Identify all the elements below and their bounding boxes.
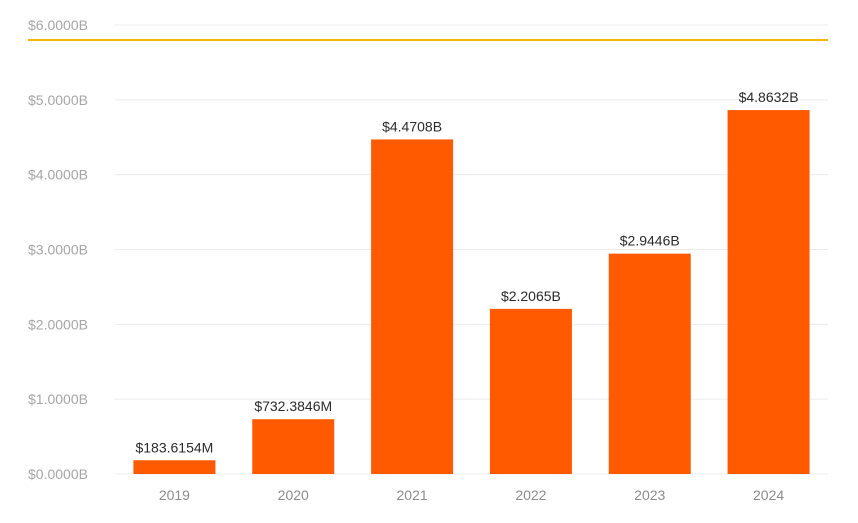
x-tick-label-2021: 2021: [397, 487, 428, 503]
bar-2024: [727, 110, 810, 475]
y-tick-label-2: $2.0000B: [28, 316, 88, 332]
bar-2022: [489, 308, 572, 474]
data-label-2020: $732.3846M: [254, 398, 332, 414]
y-axis-ticks: $0.0000B $1.0000B $2.0000B $3.0000B $4.0000B…: [28, 17, 88, 482]
y-tick-label-4: $4.0000B: [28, 167, 88, 183]
grid-lines: [115, 24, 828, 475]
y-tick-label-6: $6.0000B: [28, 17, 88, 33]
x-axis-ticks: 2019 2020 2021 2022 2023 2024: [159, 487, 785, 503]
x-tick-label-2024: 2024: [753, 487, 784, 503]
bars: [133, 110, 810, 475]
y-tick-label-3: $3.0000B: [28, 242, 88, 258]
x-tick-label-2022: 2022: [515, 487, 546, 503]
bar-2020: [252, 419, 335, 474]
x-tick-label-2020: 2020: [278, 487, 309, 503]
y-tick-label-1: $1.0000B: [28, 391, 88, 407]
y-tick-label-5: $5.0000B: [28, 92, 88, 108]
data-label-2024: $4.8632B: [739, 89, 799, 105]
bar-2021: [371, 139, 454, 475]
data-label-2021: $4.4708B: [382, 118, 442, 134]
data-label-2019: $183.6154M: [135, 439, 213, 455]
x-tick-label-2023: 2023: [634, 487, 665, 503]
x-tick-label-2019: 2019: [159, 487, 190, 503]
bar-2023: [608, 253, 691, 474]
data-labels: $183.6154M $732.3846M $4.4708B $2.2065B $2.9…: [135, 89, 798, 455]
y-tick-label-0: $0.0000B: [28, 466, 88, 482]
data-label-2023: $2.9446B: [620, 233, 680, 249]
data-label-2022: $2.2065B: [501, 288, 561, 304]
bar-2019: [133, 460, 216, 474]
